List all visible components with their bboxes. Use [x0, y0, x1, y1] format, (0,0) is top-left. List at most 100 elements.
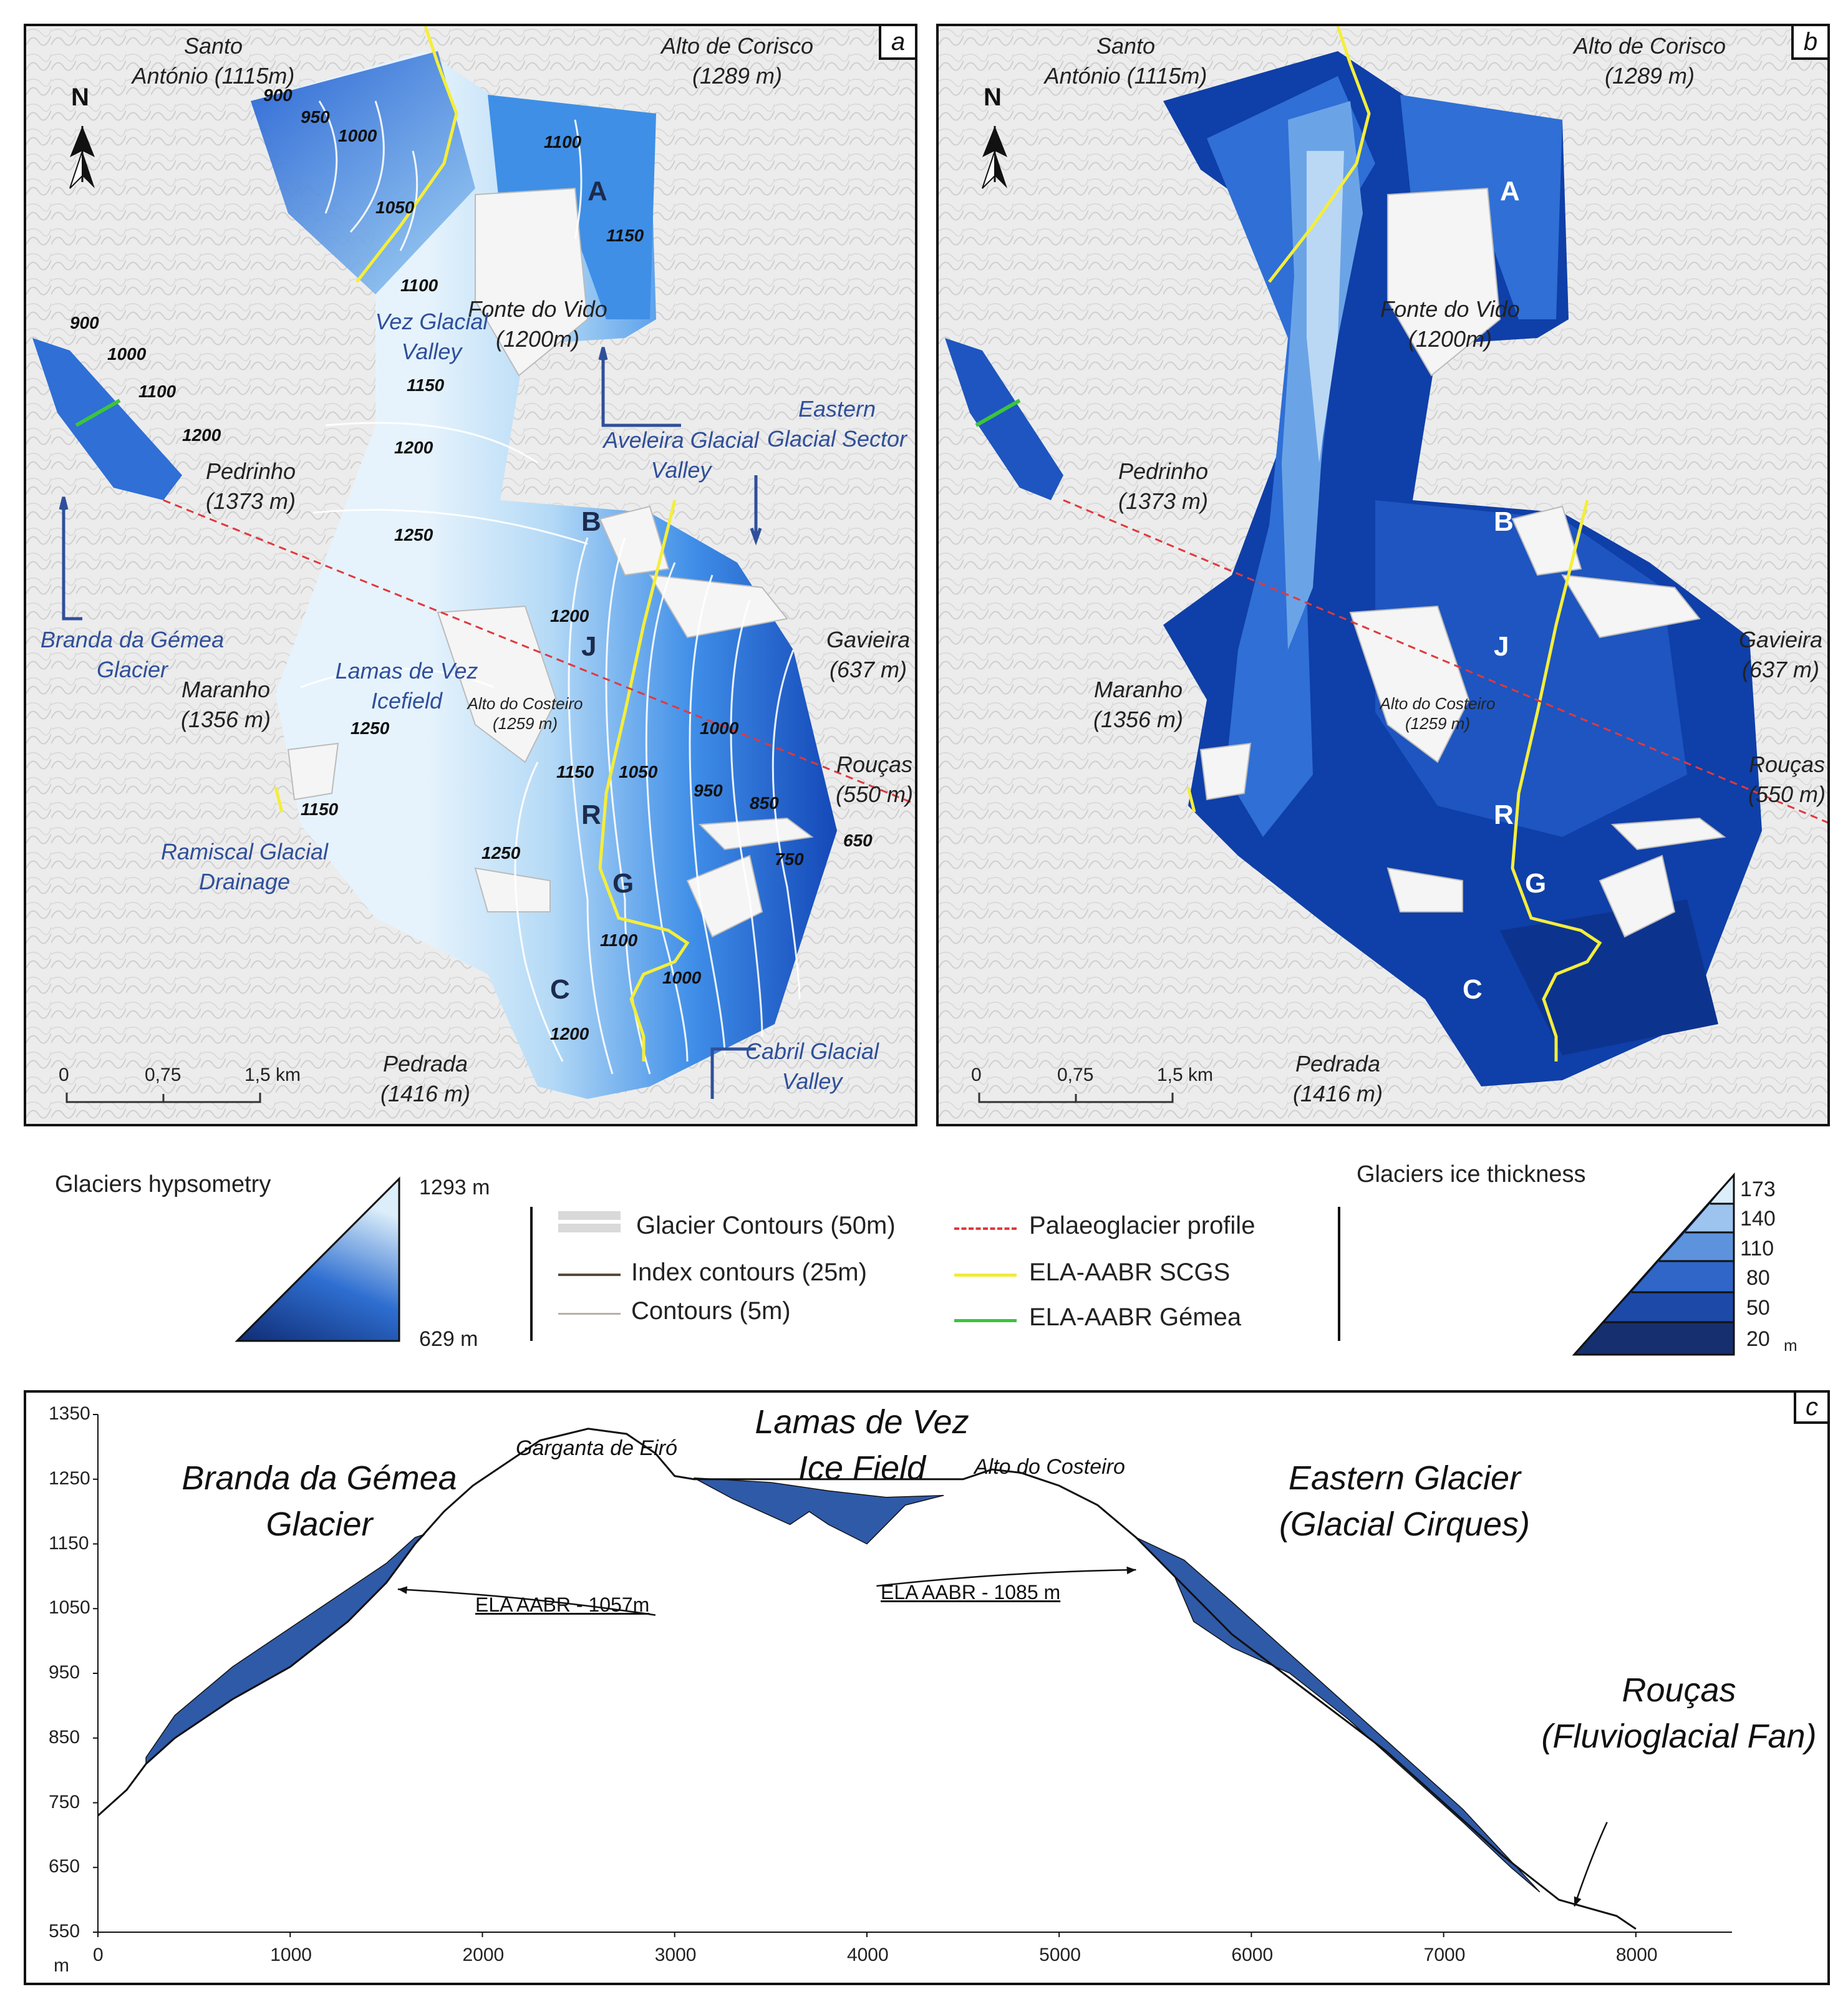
- peak-pedrada: Pedrada (1416 m): [1292, 1051, 1383, 1106]
- lamas-icefield-label: Lamas de Vez Icefield: [335, 658, 478, 713]
- peak-pedrinho: Pedrinho (1373 m): [205, 458, 296, 514]
- peak-alto-costeiro: Alto do Costeiro (1259 m): [467, 694, 583, 733]
- y-tick-label: 750: [49, 1791, 80, 1812]
- contour-label: 1250: [394, 525, 433, 544]
- peak-fonte-vido: Fonte do Vido (1200m): [468, 296, 607, 352]
- contour-label: 1050: [375, 198, 415, 217]
- glacier-letter-j: J: [1494, 631, 1509, 662]
- eastern-sector-label: Eastern Glacial Sector: [767, 396, 907, 452]
- scale-zero: 0: [59, 1065, 69, 1085]
- ice-thickness-map: [939, 26, 1827, 1124]
- thickness-class: 20: [1746, 1327, 1770, 1351]
- glacier-letter-j: J: [581, 631, 597, 662]
- thickness-class: 140: [1740, 1207, 1776, 1231]
- contour-label: 1100: [544, 132, 582, 152]
- thickness-class: 110: [1740, 1237, 1774, 1260]
- glacier-contours-swatch: [558, 1211, 621, 1232]
- contour-label: 1150: [606, 226, 644, 245]
- contour-label: 1100: [400, 276, 438, 295]
- contour-label: 1050: [619, 762, 658, 781]
- ela-arrow-scgs: [876, 1569, 1136, 1587]
- aveleira-label: Aveleira Glacial Valley: [603, 427, 759, 483]
- legend-ela-gemea: ELA-AABR Gémea: [1029, 1303, 1242, 1331]
- peak-gavieira: Gavieira (637 m): [826, 627, 911, 682]
- roucas-arrow-head: [1574, 1896, 1582, 1907]
- legend-divider: [1338, 1207, 1340, 1341]
- panel-letter: b: [1791, 26, 1827, 60]
- contour-label: 900: [70, 313, 99, 332]
- peak-santo-antonio: Santo António (1115m): [1044, 33, 1207, 89]
- contour-label: 750: [775, 849, 804, 869]
- y-tick-label: 1250: [49, 1468, 90, 1489]
- contour-label: 1200: [182, 425, 221, 445]
- glacier-letter-a: A: [1500, 176, 1520, 206]
- contour-label: 950: [301, 107, 330, 127]
- peak-maranho: Maranho (1356 m): [180, 677, 271, 732]
- peak-santo-antonio: Santo António (1115m): [132, 33, 295, 89]
- ela-arrow-scgs-head: [1126, 1566, 1136, 1575]
- ela-gemea-swatch: [954, 1319, 1017, 1322]
- peak-maranho: Maranho (1356 m): [1093, 677, 1184, 732]
- x-tick-label: 5000: [1039, 1945, 1081, 1965]
- contour-label: 1200: [550, 606, 589, 626]
- contour-label: 1250: [351, 718, 390, 738]
- branda-gemea-label: Branda da Gémea Glacier: [40, 627, 225, 682]
- contour-label: 650: [843, 831, 873, 850]
- peak-alto-costeiro: Alto do Costeiro (1259 m): [1380, 694, 1496, 733]
- vez-valley-label: Vez Glacial Valley: [375, 309, 488, 364]
- scale-max: 1,5 km: [1157, 1065, 1214, 1085]
- branda-title: Branda da Gémea Glacier: [181, 1459, 457, 1543]
- thickness-class: 50: [1746, 1296, 1770, 1320]
- glacier-letter-b: B: [1494, 506, 1514, 537]
- profile-panel-c: c Branda da Gémea Glacier Garganta de Ei…: [24, 1390, 1830, 1985]
- garganta-label: Garganta de Eiró: [516, 1436, 677, 1460]
- ela-arrow-gemea-head: [397, 1586, 408, 1594]
- contour-label: 1100: [138, 382, 177, 401]
- contour-label: 950: [694, 781, 723, 800]
- hypsometry-max: 1293 m: [419, 1176, 490, 1199]
- profile-swatch: [954, 1227, 1017, 1230]
- legend-glacier-contours: Glacier Contours (50m): [636, 1212, 896, 1239]
- roucas-arrow: [1574, 1822, 1608, 1907]
- glacier-letter-b: B: [581, 506, 601, 537]
- scale-zero: 0: [971, 1065, 982, 1085]
- thickness-class: 173: [1740, 1178, 1776, 1201]
- x-tick-label: 2000: [462, 1945, 505, 1965]
- x-tick-label: 8000: [1615, 1945, 1658, 1965]
- glacier-letter-r: R: [1494, 800, 1514, 830]
- cabril-label: Cabril Glacial Valley: [745, 1038, 879, 1094]
- scale-mid: 0,75: [145, 1065, 181, 1085]
- y-tick-label: 850: [49, 1726, 80, 1748]
- map-panel-b: b N Santo António (1115m) Alto de Corisc…: [936, 24, 1830, 1126]
- contours-swatch: [558, 1313, 621, 1315]
- thickness-unit: m: [1784, 1336, 1797, 1355]
- map-panel-a: a N Santo António (1115m) Alto de Corisc…: [24, 24, 917, 1126]
- ela-arrow-gemea: [397, 1588, 656, 1616]
- hypsometry-map: [26, 26, 915, 1124]
- contour-label: 850: [750, 793, 779, 813]
- index-contours-swatch: [558, 1274, 621, 1276]
- x-tick-label: 6000: [1231, 1945, 1274, 1965]
- legend-ela-scgs: ELA-AABR SCGS: [1029, 1259, 1231, 1286]
- contour-label: 1000: [107, 344, 147, 364]
- y-tick-label: 950: [49, 1662, 80, 1683]
- glacier-surface: [251, 51, 837, 1099]
- hypsometry-ramp: [235, 1176, 400, 1342]
- hypsometry-min: 629 m: [419, 1327, 478, 1351]
- contour-label: 1150: [407, 375, 445, 395]
- y-tick-label: 1350: [49, 1403, 90, 1424]
- scale-mid: 0,75: [1057, 1065, 1094, 1085]
- eastern-title: Eastern Glacier (Glacial Cirques): [1279, 1459, 1531, 1543]
- x-tick-label: 4000: [846, 1945, 889, 1965]
- y-tick-label: 550: [49, 1921, 80, 1942]
- glacier-letter-a: A: [588, 176, 607, 206]
- y-tick-label: 1150: [49, 1532, 89, 1554]
- thickness-class: 80: [1746, 1266, 1770, 1290]
- legend-index-contours: Index contours (25m): [631, 1259, 867, 1286]
- x-tick-label: 3000: [654, 1945, 697, 1965]
- ice-body: [694, 1477, 944, 1545]
- thickness-ramp: [1572, 1173, 1735, 1356]
- peak-gavieira: Gavieira (637 m): [1738, 627, 1823, 682]
- y-tick-label: 650: [49, 1856, 80, 1877]
- north-label: N: [71, 84, 89, 111]
